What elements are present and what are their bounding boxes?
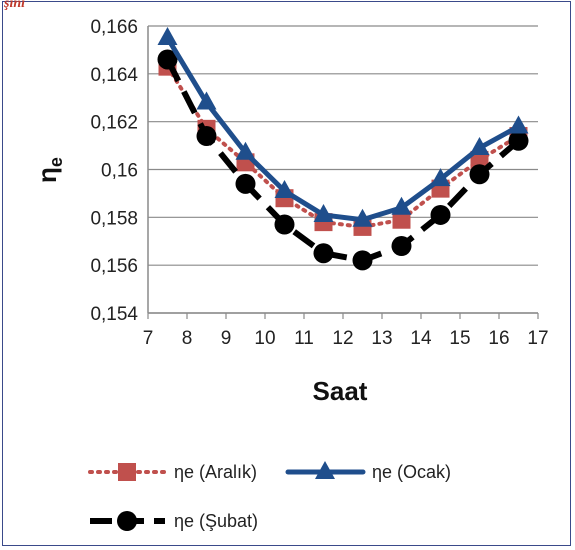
marker-triangle-1-5 <box>352 208 373 227</box>
marker-circle-2-5 <box>352 250 373 271</box>
legend-item-0: ηe (Aralık) <box>88 462 257 482</box>
legend-label: ηe (Şubat) <box>174 511 258 531</box>
x-axis-title: Saat <box>313 376 368 406</box>
x-tick-label: 10 <box>254 328 275 349</box>
legend-item-1: ηe (Ocak) <box>285 461 451 482</box>
series-line-1 <box>165 35 521 223</box>
series-line-2 <box>164 58 521 264</box>
marker-triangle-1-9 <box>508 115 529 134</box>
marker-circle-2-7 <box>430 204 451 225</box>
marker-square-legend-0 <box>118 463 136 481</box>
marker-triangle-1-4 <box>313 203 334 222</box>
y-axis-title-sub: e <box>46 157 66 167</box>
legend-label: ηe (Aralık) <box>174 462 257 482</box>
corner-text: şını <box>3 0 25 11</box>
series-line-0 <box>165 64 521 229</box>
marker-circle-2-6 <box>391 236 412 257</box>
x-tick-label: 12 <box>332 328 353 349</box>
x-tick-label: 17 <box>527 328 548 349</box>
marker-triangle-1-8 <box>469 136 490 155</box>
legend: ηe (Aralık) ηe (Ocak) ηe (Şubat) <box>88 461 451 531</box>
svg-text:ηe: ηe <box>32 157 66 183</box>
y-tick-label: 0,164 <box>90 65 138 86</box>
legend-item-2: ηe (Şubat) <box>90 511 258 531</box>
y-tick-label: 0,154 <box>90 304 138 325</box>
marker-triangle-1-2 <box>235 141 256 160</box>
marker-square-0-8 <box>470 150 489 169</box>
marker-circle-2-4 <box>313 243 334 264</box>
y-axis-title: ηe <box>32 157 66 183</box>
y-tick-label: 0,166 <box>90 17 138 38</box>
marker-triangle-1-1 <box>196 91 217 110</box>
y-axis-title-main: η <box>32 167 62 183</box>
x-tick-label: 9 <box>221 328 232 349</box>
marker-circle-2-8 <box>469 164 490 185</box>
y-tick-label: 0,162 <box>90 113 138 134</box>
axes: 0,154 0,156 0,158 0,16 0,162 0,164 0,166 7 8 9 10 1… <box>90 17 548 349</box>
marker-triangle-legend-1 <box>315 461 335 479</box>
x-tick-label: 15 <box>449 328 470 349</box>
y-tick-label: 0,158 <box>90 208 138 229</box>
marker-triangle-1-6 <box>391 196 412 215</box>
marker-square-0-6 <box>392 210 411 229</box>
y-tick-label: 0,16 <box>101 161 138 182</box>
marker-circle-2-3 <box>274 214 295 235</box>
marker-triangle-1-7 <box>430 168 451 187</box>
marker-circle-2-0 <box>157 49 178 70</box>
x-tick-label: 7 <box>143 328 154 349</box>
series-layer <box>157 26 529 271</box>
y-tick-label: 0,156 <box>90 256 138 277</box>
legend-label: ηe (Ocak) <box>372 462 451 482</box>
marker-circle-2-2 <box>235 173 256 194</box>
x-tick-label: 16 <box>488 328 509 349</box>
marker-circle-2-9 <box>508 130 529 151</box>
marker-triangle-1-3 <box>274 180 295 199</box>
marker-triangle-1-0 <box>157 26 178 45</box>
marker-circle-legend-2 <box>117 511 137 531</box>
series-0 <box>158 57 528 236</box>
marker-circle-2-1 <box>196 126 217 147</box>
x-tick-label: 8 <box>182 328 193 349</box>
series-1 <box>157 26 529 227</box>
x-tick-label: 14 <box>410 328 432 349</box>
series-2 <box>157 49 529 271</box>
x-tick-label: 11 <box>294 328 314 349</box>
x-tick-label: 13 <box>371 328 392 349</box>
